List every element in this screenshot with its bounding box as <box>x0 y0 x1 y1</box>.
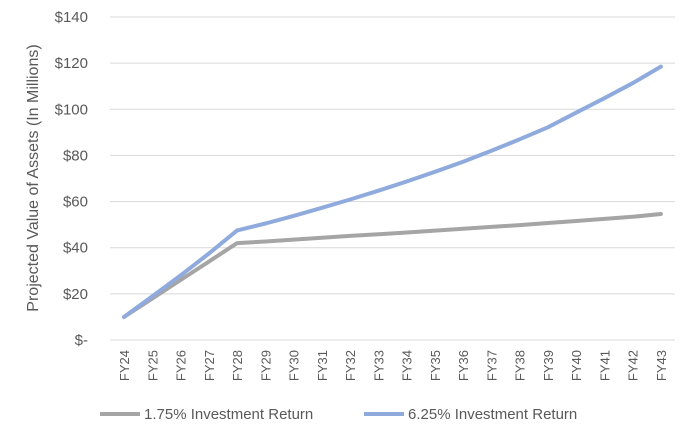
x-tick-label: FY29 <box>258 350 273 381</box>
x-tick-label: FY34 <box>400 350 415 381</box>
series-lines <box>122 64 663 319</box>
y-axis-label: Projected Value of Assets (In Millions) <box>25 44 42 311</box>
x-tick-label: FY37 <box>484 350 499 381</box>
series-line-1 <box>122 212 663 319</box>
x-tick-label: FY43 <box>654 350 669 381</box>
y-tick-label: $- <box>75 332 88 349</box>
x-tick-label: FY39 <box>541 350 556 381</box>
x-tick-label: FY28 <box>230 350 245 381</box>
y-tick-label: $140 <box>55 9 88 26</box>
x-tick-label: FY25 <box>145 350 160 381</box>
x-tick-label: FY42 <box>626 350 641 381</box>
x-tick-label: FY33 <box>371 350 386 381</box>
y-tick-label: $60 <box>63 194 88 211</box>
x-tick-labels: FY24 FY25 FY26 FY27 FY28 FY29 FY30 FY31 FY32 FY33… <box>117 350 669 381</box>
x-tick-label: FY38 <box>513 350 528 381</box>
x-tick-label: FY24 <box>117 350 132 381</box>
y-tick-label: $40 <box>63 240 88 257</box>
x-tick-label: FY27 <box>202 350 217 381</box>
y-tick-label: $20 <box>63 286 88 303</box>
x-tick-label: FY40 <box>569 350 584 381</box>
y-tick-label: $120 <box>55 55 88 72</box>
x-tick-label: FY31 <box>315 350 330 381</box>
gridlines <box>110 16 675 341</box>
x-tick-label: FY32 <box>343 350 358 381</box>
legend-label: 1.75% Investment Return <box>144 406 313 423</box>
x-tick-label: FY41 <box>597 350 612 381</box>
y-tick-labels: $- $20 $40 $60 $80 $100 $120 $140 <box>55 9 88 349</box>
legend: 1.75% Investment Return 6.25% Investment … <box>100 406 577 423</box>
x-tick-label: FY30 <box>287 350 302 381</box>
x-tick-label: FY36 <box>456 350 471 381</box>
y-tick-label: $100 <box>55 101 88 118</box>
y-tick-label: $80 <box>63 147 88 164</box>
x-tick-label: FY35 <box>428 350 443 381</box>
legend-label: 6.25% Investment Return <box>408 406 577 423</box>
x-tick-label: FY26 <box>174 350 189 381</box>
series-line-2 <box>122 64 663 319</box>
